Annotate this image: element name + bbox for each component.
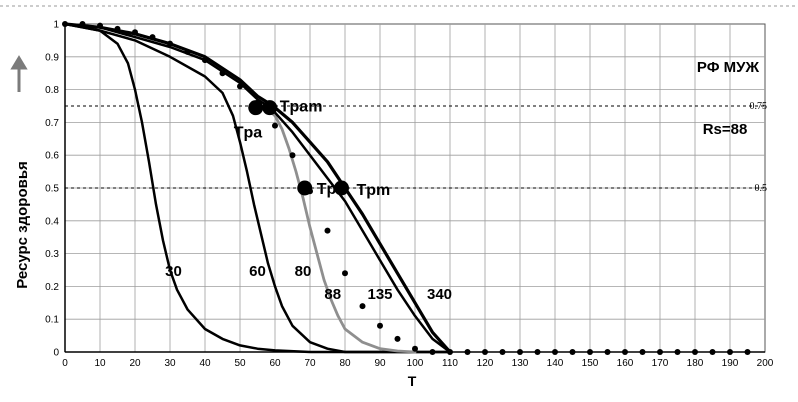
x-tick-label: 10	[94, 358, 106, 369]
series-line-30	[63, 22, 452, 354]
x-tick-label: 70	[304, 358, 316, 369]
series-88-point	[709, 349, 716, 355]
x-tick-label: 160	[617, 358, 634, 369]
reference-line-label: 0.5	[755, 183, 768, 194]
series-88-point	[622, 349, 628, 355]
series-88-point	[464, 349, 471, 355]
reference-line-label: 0.75	[750, 101, 768, 112]
curve-labels: 30 60 80 88 135 340	[165, 263, 452, 303]
curve-label-135: 135	[367, 286, 392, 303]
y-tick-label: 0.7	[45, 118, 59, 129]
x-tick-label: 190	[722, 358, 739, 369]
x-tick-label: 80	[339, 358, 351, 369]
curve-label-340: 340	[427, 286, 452, 303]
x-tick-label: 170	[652, 358, 669, 369]
series-88-point	[604, 349, 611, 355]
series-88-point	[657, 349, 663, 355]
x-tick-label: 150	[582, 358, 599, 369]
y-tick-label: 0.8	[45, 85, 59, 96]
x-tick-label: 130	[512, 358, 529, 369]
y-tick-label: 0.3	[45, 249, 59, 260]
x-tick-label: 30	[164, 358, 176, 369]
up-arrow-icon	[10, 55, 28, 92]
y-tick-label: 0.9	[45, 52, 59, 63]
x-tick-label: 90	[374, 358, 386, 369]
x-axis-tick-labels: 0 10 20 30 40 50 60 70 80 90 100 110 120 130 140 150 160…	[62, 358, 774, 369]
marker-tpam-point	[262, 100, 278, 116]
series-88-point	[587, 349, 593, 355]
x-tick-label: 140	[547, 358, 564, 369]
series-88-point	[517, 349, 523, 355]
y-axis-tick-labels: 0 0.1 0.2 0.3 0.4 0.5 0.6 0.7 0.8 0.9 1	[45, 20, 59, 359]
markers: Tpa Tpam Tp Tpm	[234, 99, 391, 199]
series-line-60	[63, 22, 452, 354]
y-tick-label: 0.6	[45, 151, 59, 162]
series-88-point	[569, 349, 576, 355]
curve-label-30: 30	[165, 263, 182, 280]
x-tick-label: 0	[62, 358, 68, 369]
series-88-point	[482, 349, 488, 355]
series-88-point	[744, 349, 751, 355]
series-line-340	[63, 22, 452, 354]
series-88-point	[412, 345, 418, 352]
marker-tpam-label: Tpam	[280, 99, 323, 116]
reference-lines: 0.75 0.5	[65, 101, 767, 194]
curve-label-60: 60	[249, 263, 266, 280]
x-tick-label: 120	[477, 358, 494, 369]
series-lines	[62, 21, 751, 355]
rs-annotation: Rs=88	[703, 121, 748, 138]
curve-label-80: 80	[295, 263, 312, 280]
marker-tpa-point	[248, 100, 264, 116]
y-tick-label: 0.1	[45, 315, 59, 326]
marker-tpm-point	[334, 180, 349, 196]
x-tick-label: 110	[442, 358, 458, 369]
series-88-point	[499, 349, 506, 355]
x-axis-title: T	[408, 373, 417, 389]
y-tick-label: 0	[53, 348, 59, 359]
x-tick-label: 40	[199, 358, 211, 369]
curve-label-88: 88	[324, 286, 341, 303]
series-88-point	[272, 122, 278, 129]
x-tick-label: 180	[687, 358, 704, 369]
series-88-point	[429, 349, 436, 355]
y-tick-label: 0.2	[45, 282, 59, 293]
series-88-point	[534, 349, 541, 355]
series-88-point	[692, 349, 698, 355]
x-tick-label: 60	[269, 358, 281, 369]
chart-title: РФ МУЖ	[697, 59, 760, 76]
series-88-point	[639, 349, 646, 355]
series-88-point	[674, 349, 681, 355]
y-tick-label: 0.5	[45, 184, 59, 195]
series-line-135	[63, 22, 452, 354]
y-tick-label: 0.4	[45, 216, 59, 227]
series-line-80	[256, 104, 417, 354]
series-88-point	[359, 303, 366, 310]
series-88-point	[342, 270, 348, 277]
marker-tp-label: Tp	[317, 181, 337, 198]
y-tick-label: 1	[53, 20, 59, 31]
y-axis-title: Ресурс здоровья	[14, 161, 31, 289]
series-88-point	[324, 227, 331, 234]
x-tick-label: 200	[757, 358, 774, 369]
series-88-point	[394, 335, 401, 342]
marker-tp-point	[297, 180, 313, 196]
marker-tpa-label: Tpa	[234, 125, 263, 142]
x-tick-label: 20	[129, 358, 141, 369]
series-88-point	[377, 322, 383, 329]
series-88-point	[552, 349, 558, 355]
series-88-point	[727, 349, 733, 355]
series-88-point	[289, 152, 296, 159]
marker-tpm-label: Tpm	[357, 182, 391, 199]
x-tick-label: 100	[407, 358, 424, 369]
x-tick-label: 50	[234, 358, 246, 369]
